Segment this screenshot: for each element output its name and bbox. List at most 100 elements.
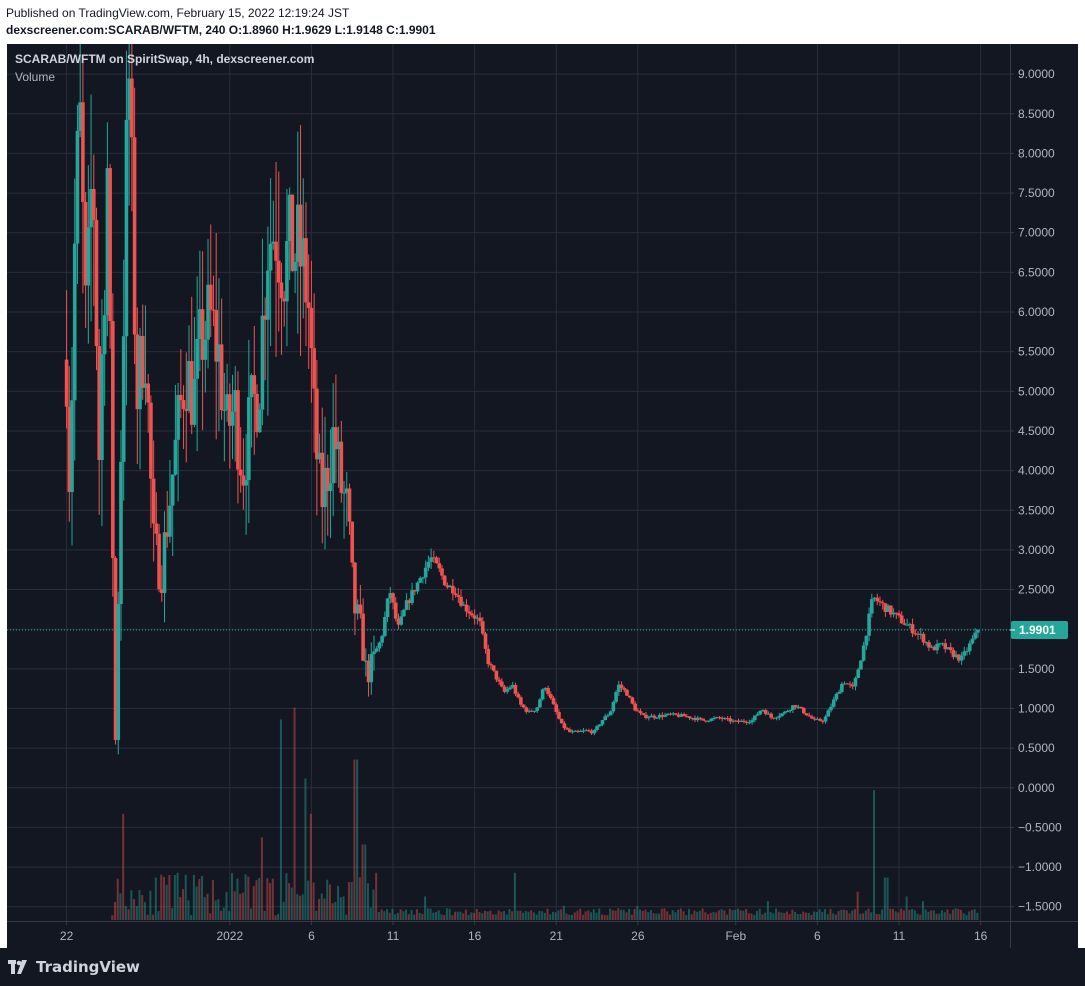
candle-body [298, 204, 303, 267]
volume-bar [328, 884, 331, 920]
candle-body [494, 670, 499, 680]
volume-bar [342, 896, 345, 920]
candle-body [383, 616, 387, 636]
volume-bar [707, 914, 710, 920]
volume-bar [173, 875, 176, 920]
candle-body [785, 710, 790, 712]
time-tick-label: Feb [725, 929, 746, 943]
candle-body [467, 611, 471, 614]
candle-body [894, 612, 899, 614]
volume-bar [119, 893, 122, 920]
candle-body [301, 238, 306, 267]
candle-body [815, 718, 820, 720]
volume-bar [973, 909, 976, 920]
candle-body [619, 684, 624, 689]
time-tick-label: 16 [974, 929, 988, 943]
candle-body [75, 130, 80, 244]
price-tick-label: −1.5000 [1018, 900, 1062, 914]
volume-bar [214, 900, 217, 920]
candle-body [489, 664, 493, 666]
candle-body [750, 720, 754, 723]
candle-body [480, 621, 485, 634]
volume-bar [674, 912, 677, 920]
volume-bar [902, 910, 905, 920]
candle-body [543, 687, 548, 690]
candle-body [804, 713, 809, 716]
candle-body [271, 241, 276, 244]
volume-bar [157, 911, 160, 920]
volume-bar [647, 912, 650, 920]
candle-body [361, 613, 365, 661]
candle-body [451, 585, 455, 594]
candle-body [782, 711, 787, 714]
candle-body [943, 643, 948, 650]
volume-bar [791, 909, 794, 920]
volume-bar [241, 892, 244, 920]
volume-bar [821, 911, 824, 920]
time-axis[interactable]: 22 2022 6 11 16 21 26 Feb 6 11 16 [7, 921, 1078, 943]
volume-bar [211, 880, 214, 920]
candle-body [592, 729, 597, 734]
candle-body [657, 714, 662, 718]
volume-bar [456, 911, 459, 920]
volume-bar [236, 878, 239, 920]
volume-bar [598, 908, 601, 920]
volume-bar [464, 909, 467, 920]
volume-bar [293, 707, 296, 920]
volume-bar [298, 895, 301, 920]
candle-body [801, 708, 806, 714]
price-chart[interactable]: 9.0000 8.5000 8.0000 7.5000 7.0000 6.5000 6.00… [7, 44, 1078, 948]
candle-body [306, 302, 311, 308]
volume-bar [274, 915, 277, 920]
price-tick-label: 8.0000 [1018, 146, 1055, 160]
candle-body [772, 717, 776, 719]
candle-body [393, 602, 398, 619]
candle-body [217, 344, 221, 362]
volume-bar [690, 914, 693, 920]
candle-body [67, 406, 72, 493]
candle-body [505, 689, 510, 692]
candle-body [608, 711, 613, 716]
candle-body [260, 315, 265, 410]
volume-bar [829, 908, 832, 920]
candle-body [236, 390, 240, 470]
candle-body [266, 270, 270, 320]
candle-body [791, 705, 795, 711]
tradingview-logo[interactable]: TradingView [8, 958, 140, 976]
candle-body [554, 704, 559, 712]
candle-body [421, 577, 425, 579]
volume-bar [756, 911, 759, 920]
candle-body [192, 378, 197, 425]
candle-body [355, 604, 360, 614]
volume-bar [279, 719, 282, 920]
candle-body [339, 441, 344, 493]
candle-body [426, 561, 431, 568]
candle-body [388, 593, 393, 599]
price-axis[interactable]: 9.0000 8.5000 8.0000 7.5000 7.0000 6.5000 6.00… [1010, 44, 1062, 948]
price-tick-label: −1.0000 [1018, 860, 1062, 874]
volume-bar [965, 914, 968, 920]
candle-body [325, 467, 330, 492]
volume-bar [250, 908, 253, 920]
candle-body [276, 260, 281, 283]
candle-body [225, 394, 229, 411]
volume-bar [573, 912, 576, 920]
candle-body [429, 557, 433, 562]
volume-bar [386, 909, 389, 920]
candle-body [576, 730, 580, 732]
candle-body [233, 390, 238, 412]
time-tick-label: 21 [550, 929, 564, 943]
chart-area[interactable]: 9.0000 8.5000 8.0000 7.5000 7.0000 6.5000 6.00… [7, 44, 1078, 948]
candle-body [404, 600, 409, 610]
candle-body [568, 729, 572, 733]
candle-body [600, 720, 605, 725]
candle-body [483, 633, 488, 649]
volume-bar [168, 874, 171, 920]
volume-bar [655, 913, 658, 920]
footer: TradingView [0, 948, 1085, 986]
candle-body [502, 686, 507, 692]
volume-bar [867, 908, 870, 920]
volume-bar [258, 877, 261, 920]
volume-bar [609, 908, 612, 920]
volume-bar [951, 909, 954, 920]
